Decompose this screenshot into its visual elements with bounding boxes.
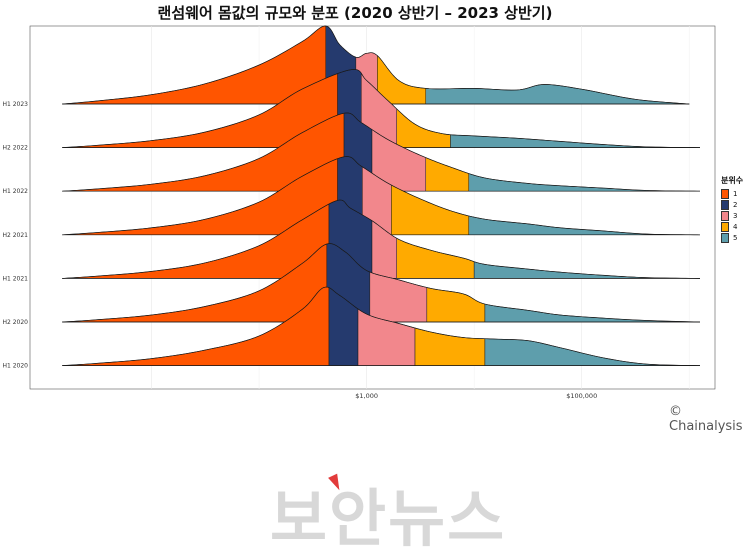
legend-label: 4 (733, 222, 738, 231)
legend-item-4: 4 (721, 221, 743, 232)
ridge-outline (62, 199, 701, 279)
y-tick-label: H2 2022 (2, 145, 28, 152)
x-tick-label: $1,000 (355, 392, 378, 400)
ridge-outline (62, 69, 701, 148)
ridge-h1-2022 (62, 112, 701, 192)
legend-label: 1 (733, 189, 738, 198)
chainalysis-credit: © Chainalysis (669, 404, 743, 434)
y-tick-label: H2 2021 (2, 232, 28, 239)
legend-swatch (721, 232, 729, 243)
legend-swatch (721, 210, 729, 221)
ridge-outline (62, 25, 690, 105)
legend-swatch (721, 221, 729, 232)
y-tick-labels: H1 2023 H2 2022 H1 2022 H2 2021 H1 2021 H2 20… (2, 101, 28, 370)
y-tick-label: H1 2022 (2, 188, 28, 195)
legend-label: 3 (733, 211, 738, 220)
y-tick-label: H1 2021 (2, 275, 28, 282)
legend-swatch (721, 199, 729, 210)
ridge-h1-2021 (62, 199, 701, 279)
y-tick-label: H1 2020 (2, 363, 28, 370)
chart-title: 랜섬웨어 몸값의 규모와 분포 (2020 상반기 – 2023 상반기) (157, 4, 553, 22)
legend-item-2: 2 (721, 199, 743, 210)
ridges (62, 25, 701, 366)
y-tick-label: H1 2023 (2, 101, 28, 108)
ridge-outline (62, 112, 701, 192)
ridge-h1-2020 (62, 286, 701, 366)
legend-item-3: 3 (721, 210, 743, 221)
legend-item-5: 5 (721, 232, 743, 243)
legend-item-1: 1 (721, 188, 743, 199)
ridge-outline (62, 243, 701, 323)
watermark: 보안뉴스 (270, 482, 507, 555)
legend-swatch (721, 188, 729, 199)
x-tick-label: $100,000 (566, 392, 597, 400)
x-tick-labels: $1,000$100,000$10,000,000 (355, 392, 597, 400)
ridge-h1-2023 (62, 25, 690, 105)
legend-label: 2 (733, 200, 738, 209)
legend-title: 분위수 (721, 176, 744, 185)
legend: 분위수 1 2 3 4 5 (721, 175, 743, 243)
ridge-outline (62, 156, 701, 236)
ridge-outline (62, 286, 701, 366)
legend-label: 5 (733, 233, 738, 242)
y-tick-label: H2 2020 (2, 319, 28, 326)
